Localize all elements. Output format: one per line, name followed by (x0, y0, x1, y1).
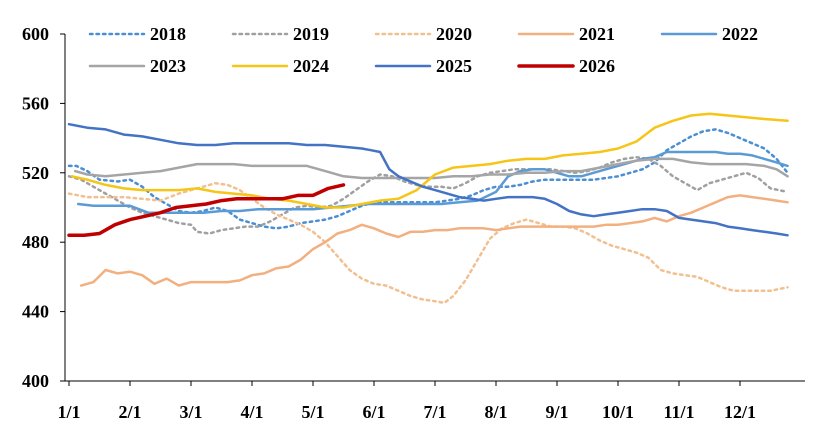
series-line-2025 (67, 122, 789, 237)
legend-label-2020: 2020 (436, 24, 472, 44)
x-tick-label: 3/1 (179, 402, 202, 422)
series-line-2020 (67, 181, 789, 305)
legend-label-2022: 2022 (722, 24, 758, 44)
x-tick-label: 6/1 (362, 402, 385, 422)
legend-label-2018: 2018 (150, 24, 186, 44)
y-tick-label: 600 (22, 24, 49, 44)
y-tick-label: 520 (22, 163, 49, 183)
x-tick-label: 5/1 (301, 402, 324, 422)
series-line-2021 (79, 194, 789, 287)
x-tick-label: 7/1 (423, 402, 446, 422)
legend-label-2023: 2023 (150, 56, 186, 76)
y-tick-label: 400 (22, 371, 49, 391)
legend-label-2019: 2019 (293, 24, 329, 44)
y-tick-label: 560 (22, 93, 49, 113)
x-tick-label: 8/1 (484, 402, 507, 422)
x-tick-label: 10/1 (602, 402, 634, 422)
legend-label-2024: 2024 (293, 56, 329, 76)
series-line-2026 (67, 183, 346, 238)
x-tick-label: 9/1 (545, 402, 568, 422)
legend: 2018 2019 2020 2021 2022 2023 2024 2025 2026 (88, 24, 758, 76)
y-tick-label: 480 (22, 232, 49, 252)
y-tick-label: 440 (22, 302, 49, 322)
legend-label-2021: 2021 (579, 24, 615, 44)
x-tick-label: 11/1 (663, 402, 694, 422)
chart-axes: 400 440 480 520 560 600 1/1 2/1 3/1 4/1 5/1 6/1 7/1 8… (22, 24, 805, 422)
series-line-2022 (76, 150, 789, 214)
series-line-2024 (70, 112, 789, 209)
series-line-2023 (73, 157, 789, 180)
series-layer (67, 112, 789, 305)
legend-label-2025: 2025 (436, 56, 472, 76)
legend-label-2026: 2026 (579, 56, 615, 76)
x-tick-label: 12/1 (724, 402, 756, 422)
x-tick-label: 4/1 (240, 402, 263, 422)
x-tick-label: 2/1 (118, 402, 141, 422)
x-tick-label: 1/1 (57, 402, 80, 422)
